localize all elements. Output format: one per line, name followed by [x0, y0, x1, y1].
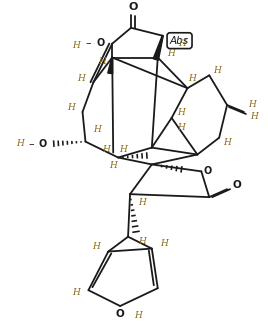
Text: O: O [39, 139, 47, 149]
Text: H: H [160, 239, 168, 248]
Text: H: H [98, 57, 106, 66]
Text: H: H [102, 145, 110, 154]
Text: H: H [250, 112, 258, 121]
Text: H: H [16, 139, 24, 148]
Text: H: H [178, 39, 187, 48]
Text: –: – [86, 38, 91, 48]
Text: H: H [213, 66, 221, 75]
Text: H: H [188, 74, 196, 83]
Text: Abs: Abs [170, 36, 189, 46]
Text: H: H [138, 198, 146, 207]
Text: H: H [248, 99, 256, 109]
Text: H: H [138, 237, 146, 246]
Text: H: H [134, 311, 142, 320]
Text: H: H [73, 288, 80, 297]
Text: O: O [203, 166, 211, 176]
Text: –: – [28, 139, 34, 149]
Text: H: H [223, 138, 231, 147]
Text: O: O [233, 180, 241, 190]
Text: O: O [96, 38, 105, 48]
Text: H: H [67, 102, 75, 111]
Text: O: O [128, 2, 138, 12]
Text: H: H [94, 125, 101, 134]
Text: H: H [78, 74, 85, 83]
Text: H: H [119, 145, 127, 154]
Text: H: H [178, 109, 185, 118]
Text: H: H [109, 161, 117, 170]
Text: H: H [92, 242, 100, 251]
Text: H: H [167, 49, 174, 58]
Polygon shape [108, 57, 113, 74]
Text: H: H [73, 41, 80, 50]
Text: O: O [116, 309, 125, 319]
Text: H: H [178, 123, 185, 132]
Polygon shape [153, 36, 163, 60]
